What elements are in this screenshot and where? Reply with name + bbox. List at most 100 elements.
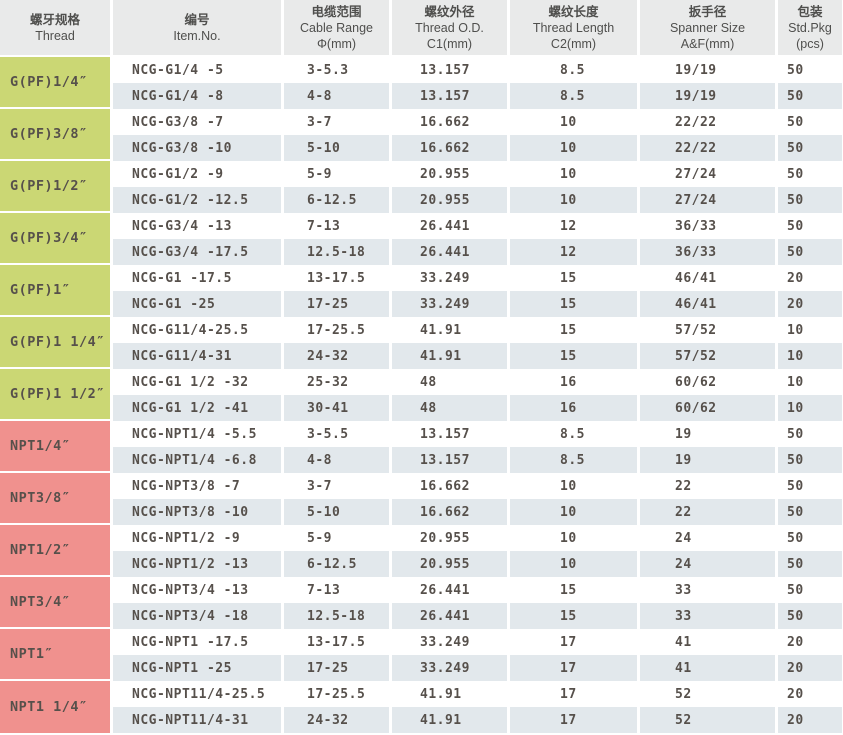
thread-size-cell: G(PF)1 1/4″ <box>0 317 110 369</box>
thread-group: NPT1 1/4″ NCG-NPT11/4-25.5 17-25.5 41.91 17 5… <box>0 681 843 733</box>
thread-length-cell: 15 <box>510 343 637 369</box>
spanner-cell: 46/41 <box>640 291 775 317</box>
pkg-cell: 20 <box>778 265 842 291</box>
cable-range-cell: 3-7 <box>284 109 389 135</box>
item-no-cell: NCG-G1 -25 <box>113 291 281 317</box>
thread-length-cell: 10 <box>510 135 637 161</box>
thread-od-cell: 41.91 <box>392 681 507 707</box>
thread-od-cell: 20.955 <box>392 525 507 551</box>
cable-range-cell: 13-17.5 <box>284 629 389 655</box>
cable-range-cell: 17-25 <box>284 655 389 681</box>
header-item-no: 编号 Item.No. <box>113 0 281 55</box>
cable-range-cell: 3-5.3 <box>284 57 389 83</box>
thread-od-cell: 20.955 <box>392 187 507 213</box>
thread-group: G(PF)1″ NCG-G1 -17.5 13-17.5 33.249 15 46/41 2… <box>0 265 843 317</box>
thread-group: NPT1″ NCG-NPT1 -17.5 13-17.5 33.249 17 41 20 NC… <box>0 629 843 681</box>
thread-group: G(PF)1 1/2″ NCG-G1 1/2 -32 25-32 48 16 60/62 1… <box>0 369 843 421</box>
thread-od-cell: 13.157 <box>392 57 507 83</box>
thread-length-cell: 8.5 <box>510 447 637 473</box>
thread-od-cell: 33.249 <box>392 629 507 655</box>
cable-range-cell: 6-12.5 <box>284 551 389 577</box>
spanner-cell: 27/24 <box>640 187 775 213</box>
spanner-cell: 22/22 <box>640 135 775 161</box>
table-header: 螺牙规格 Thread 编号 Item.No. 电缆范围 Cable Range… <box>0 0 843 55</box>
item-no-cell: NCG-NPT1/4 -6.8 <box>113 447 281 473</box>
thread-group: G(PF)1/4″ NCG-G1/4 -5 3-5.3 13.157 8.5 19/19 5… <box>0 57 843 109</box>
item-no-cell: NCG-NPT1 -17.5 <box>113 629 281 655</box>
cable-range-cell: 6-12.5 <box>284 187 389 213</box>
spanner-cell: 27/24 <box>640 161 775 187</box>
spanner-cell: 57/52 <box>640 343 775 369</box>
thread-length-cell: 10 <box>510 187 637 213</box>
thread-size-cell: G(PF)3/4″ <box>0 213 110 265</box>
thread-od-cell: 13.157 <box>392 83 507 109</box>
thread-od-cell: 48 <box>392 369 507 395</box>
thread-length-cell: 10 <box>510 109 637 135</box>
header-cable-range-unit: Φ(mm) <box>316 36 357 51</box>
pkg-cell: 10 <box>778 343 842 369</box>
spanner-cell: 19 <box>640 447 775 473</box>
pkg-cell: 50 <box>778 161 842 187</box>
item-no-cell: NCG-NPT3/8 -7 <box>113 473 281 499</box>
item-no-cell: NCG-G1 -17.5 <box>113 265 281 291</box>
item-no-cell: NCG-NPT3/8 -10 <box>113 499 281 525</box>
header-thread-en: Thread <box>35 28 75 43</box>
thread-length-cell: 12 <box>510 239 637 265</box>
spanner-cell: 22 <box>640 473 775 499</box>
spanner-cell: 52 <box>640 681 775 707</box>
cable-range-cell: 5-10 <box>284 499 389 525</box>
thread-od-cell: 20.955 <box>392 551 507 577</box>
item-no-cell: NCG-G1 1/2 -32 <box>113 369 281 395</box>
thread-length-cell: 8.5 <box>510 83 637 109</box>
item-no-cell: NCG-NPT1/2 -9 <box>113 525 281 551</box>
thread-od-cell: 16.662 <box>392 135 507 161</box>
thread-length-cell: 10 <box>510 499 637 525</box>
item-no-cell: NCG-G3/4 -13 <box>113 213 281 239</box>
pkg-cell: 10 <box>778 369 842 395</box>
thread-size-cell: G(PF)1 1/2″ <box>0 369 110 421</box>
item-no-cell: NCG-G1/4 -8 <box>113 83 281 109</box>
header-std-pkg-zh: 包装 <box>797 3 823 19</box>
item-no-cell: NCG-G1/2 -12.5 <box>113 187 281 213</box>
cable-range-cell: 25-32 <box>284 369 389 395</box>
header-spanner-size-unit: A&F(mm) <box>680 36 735 51</box>
cable-range-cell: 17-25.5 <box>284 317 389 343</box>
pkg-cell: 50 <box>778 135 842 161</box>
thread-size-cell: NPT1/4″ <box>0 421 110 473</box>
cable-range-cell: 24-32 <box>284 343 389 369</box>
item-no-cell: NCG-NPT3/4 -18 <box>113 603 281 629</box>
thread-size-cell: NPT3/8″ <box>0 473 110 525</box>
header-item-no-en: Item.No. <box>173 28 221 43</box>
header-cable-range: 电缆范围 Cable Range Φ(mm) <box>284 0 389 55</box>
cable-range-cell: 3-5.5 <box>284 421 389 447</box>
pkg-cell: 50 <box>778 577 842 603</box>
pkg-cell: 50 <box>778 551 842 577</box>
header-thread-length: 螺纹长度 Thread Length C2(mm) <box>510 0 637 55</box>
thread-od-cell: 41.91 <box>392 343 507 369</box>
pkg-cell: 50 <box>778 213 842 239</box>
thread-od-cell: 41.91 <box>392 317 507 343</box>
cable-range-cell: 3-7 <box>284 473 389 499</box>
cable-range-cell: 12.5-18 <box>284 239 389 265</box>
cable-range-cell: 24-32 <box>284 707 389 733</box>
thread-length-cell: 16 <box>510 369 637 395</box>
cable-range-cell: 13-17.5 <box>284 265 389 291</box>
thread-group: G(PF)3/8″ NCG-G3/8 -7 3-7 16.662 10 22/22 50 NC… <box>0 109 843 161</box>
header-thread-length-zh: 螺纹长度 <box>548 3 599 19</box>
thread-length-cell: 15 <box>510 317 637 343</box>
header-cable-range-en: Cable Range <box>300 20 373 35</box>
pkg-cell: 10 <box>778 317 842 343</box>
thread-length-cell: 8.5 <box>510 57 637 83</box>
thread-size-cell: NPT3/4″ <box>0 577 110 629</box>
header-std-pkg: 包装 Std.Pkg (pcs) <box>778 0 842 55</box>
thread-od-cell: 33.249 <box>392 291 507 317</box>
item-no-cell: NCG-G1/4 -5 <box>113 57 281 83</box>
cable-range-cell: 7-13 <box>284 577 389 603</box>
cable-range-cell: 5-10 <box>284 135 389 161</box>
pkg-cell: 50 <box>778 57 842 83</box>
spanner-cell: 22 <box>640 499 775 525</box>
thread-od-cell: 16.662 <box>392 109 507 135</box>
pkg-cell: 20 <box>778 707 842 733</box>
pkg-cell: 50 <box>778 187 842 213</box>
